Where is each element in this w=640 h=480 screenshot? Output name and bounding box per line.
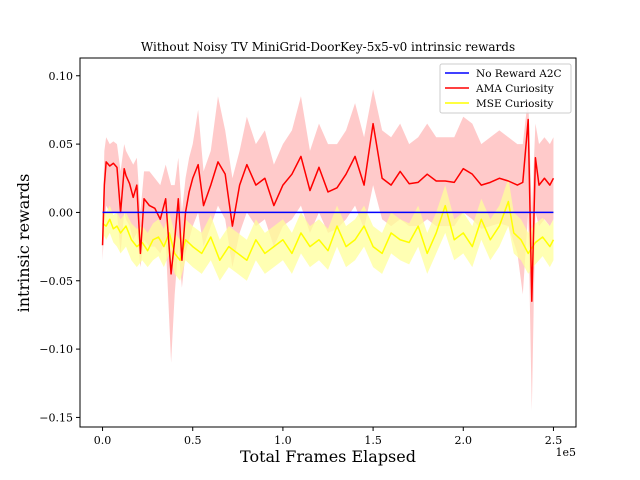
y-tick-label: −0.10	[39, 343, 73, 356]
chart-title: Without Noisy TV MiniGrid-DoorKey-5x5-v0…	[141, 40, 515, 54]
y-tick-label: −0.05	[39, 275, 73, 288]
x-axis-offset-label: 1e5	[555, 446, 576, 459]
band-mse-curiosity	[102, 178, 554, 281]
x-tick-label: 2.0	[455, 434, 473, 447]
legend-label-ama-curiosity: AMA Curiosity	[475, 83, 554, 95]
x-axis-title: Total Frames Elapsed	[240, 447, 416, 466]
legend: No Reward A2C AMA Curiosity MSE Curiosity	[439, 63, 572, 114]
y-tick-label: 0.10	[49, 70, 74, 83]
legend-items: No Reward A2C AMA Curiosity MSE Curiosity	[445, 68, 562, 110]
x-tick-label: 1.5	[364, 434, 382, 447]
x-axis-ticks: 0.0 0.5 1.0 1.5 2.0 2.5	[94, 427, 562, 447]
legend-label-no-reward-a2c: No Reward A2C	[476, 68, 562, 80]
y-tick-label: −0.15	[39, 411, 73, 424]
legend-label-mse-curiosity: MSE Curiosity	[476, 98, 553, 110]
x-tick-label: 0.5	[184, 434, 202, 447]
x-tick-label: 2.5	[545, 434, 563, 447]
line-mse-curiosity	[102, 200, 555, 262]
y-axis-title: intrinsic rewards	[14, 174, 33, 313]
y-tick-label: 0.05	[49, 138, 74, 151]
y-tick-label: 0.00	[49, 206, 74, 219]
line-ama-curiosity	[101, 118, 555, 303]
legend-box	[439, 63, 572, 114]
x-tick-label: 1.0	[274, 434, 292, 447]
y-axis-ticks: −0.15 −0.10 −0.05 0.00 0.05 0.10	[39, 70, 80, 424]
x-tick-label: 0.0	[94, 434, 112, 447]
plot-frame	[79, 57, 577, 428]
series-lines	[101, 118, 555, 303]
